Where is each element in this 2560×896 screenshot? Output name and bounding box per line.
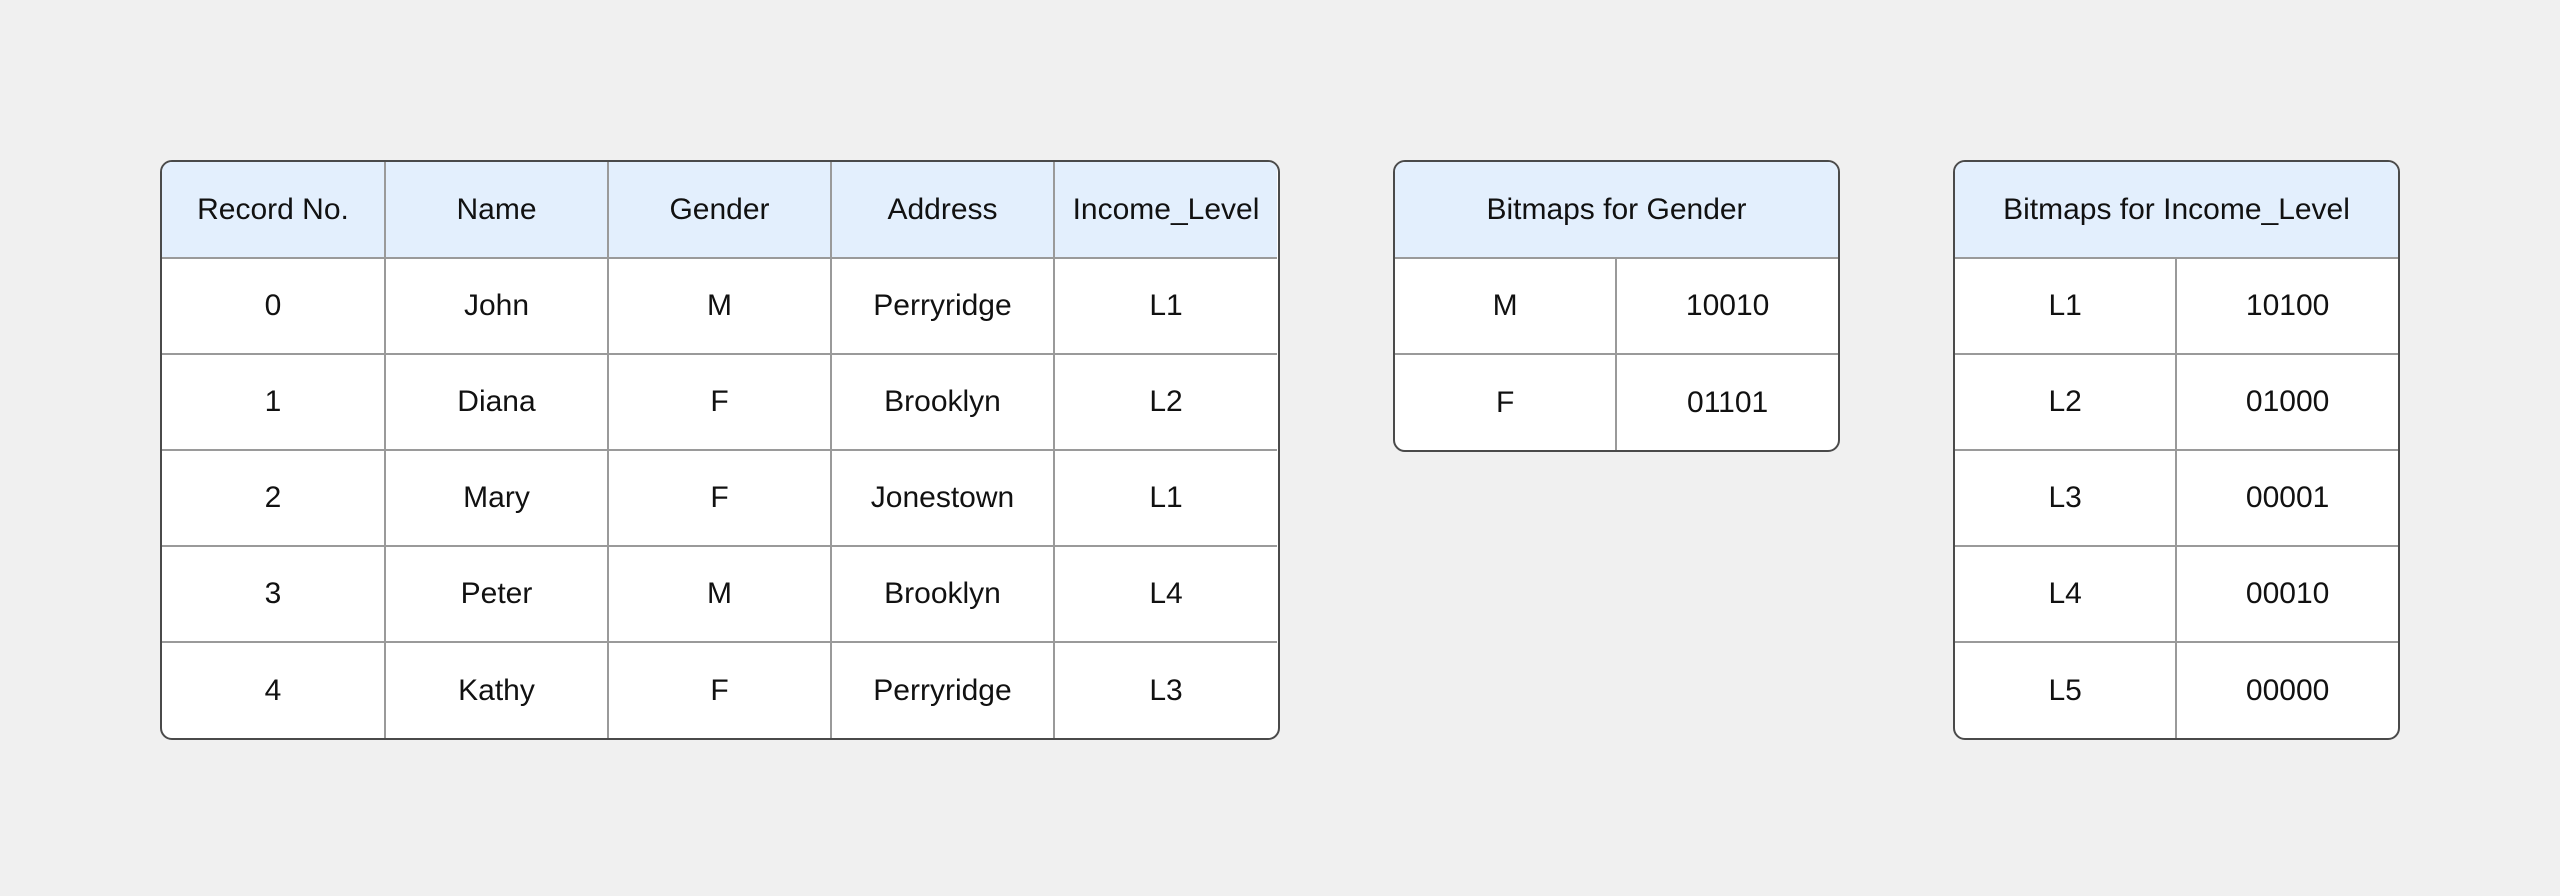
table-row: 2 Mary F Jonestown L1 xyxy=(162,449,1277,547)
table-row: 1 Diana F Brooklyn L2 xyxy=(162,353,1277,451)
header-name: Name xyxy=(384,162,609,259)
header-address: Address xyxy=(830,162,1055,259)
table-cell: L3 xyxy=(1955,449,2178,547)
table-row: L5 00000 xyxy=(1955,641,2398,738)
header-row: Bitmaps for Gender xyxy=(1395,162,1838,259)
table-cell: L5 xyxy=(1955,641,2178,738)
table-row: 4 Kathy F Perryridge L3 xyxy=(162,641,1277,738)
table-cell: Jonestown xyxy=(830,449,1055,547)
table-row: 3 Peter M Brooklyn L4 xyxy=(162,545,1277,643)
income-bitmap-title: Bitmaps for Income_Level xyxy=(1955,162,2398,259)
table-row: L3 00001 xyxy=(1955,449,2398,547)
table-row: F 01101 xyxy=(1395,353,1838,450)
table-cell: L1 xyxy=(1053,449,1277,547)
table-cell: F xyxy=(1395,353,1618,450)
table-cell: L2 xyxy=(1053,353,1277,451)
table-cell: 10100 xyxy=(2175,257,2398,355)
table-cell: L4 xyxy=(1053,545,1277,643)
table-cell: Mary xyxy=(384,449,609,547)
table-cell: L1 xyxy=(1955,257,2178,355)
table-cell: F xyxy=(607,353,832,451)
table-cell: L4 xyxy=(1955,545,2178,643)
table-cell: 1 xyxy=(162,353,386,451)
header-record-no: Record No. xyxy=(162,162,386,259)
table-cell: Peter xyxy=(384,545,609,643)
header-row: Bitmaps for Income_Level xyxy=(1955,162,2398,259)
header-income-level: Income_Level xyxy=(1053,162,1277,259)
table-cell: John xyxy=(384,257,609,355)
table-cell: 10010 xyxy=(1615,257,1838,355)
table-row: 0 John M Perryridge L1 xyxy=(162,257,1277,355)
table-cell: 4 xyxy=(162,641,386,738)
table-cell: 01000 xyxy=(2175,353,2398,451)
table-row: L2 01000 xyxy=(1955,353,2398,451)
table-cell: M xyxy=(1395,257,1618,355)
table-cell: Brooklyn xyxy=(830,353,1055,451)
income-bitmap-table: Bitmaps for Income_Level L1 10100 L2 01000 L… xyxy=(1953,160,2400,740)
table-cell: 0 xyxy=(162,257,386,355)
table-row: L1 10100 xyxy=(1955,257,2398,355)
table-row: L4 00010 xyxy=(1955,545,2398,643)
table-cell: Brooklyn xyxy=(830,545,1055,643)
table-cell: M xyxy=(607,257,832,355)
table-cell: 3 xyxy=(162,545,386,643)
table-cell: M xyxy=(607,545,832,643)
table-cell: Perryridge xyxy=(830,257,1055,355)
header-gender: Gender xyxy=(607,162,832,259)
table-cell: F xyxy=(607,641,832,738)
records-table: Record No. Name Gender Address Income_Le… xyxy=(160,160,1280,740)
table-cell: 00001 xyxy=(2175,449,2398,547)
table-cell: Perryridge xyxy=(830,641,1055,738)
table-cell: F xyxy=(607,449,832,547)
table-cell: Kathy xyxy=(384,641,609,738)
gender-bitmap-table: Bitmaps for Gender M 10010 F 01101 xyxy=(1393,160,1840,452)
table-cell: 01101 xyxy=(1615,353,1838,450)
table-cell: L3 xyxy=(1053,641,1277,738)
table-cell: L2 xyxy=(1955,353,2178,451)
table-cell: 00010 xyxy=(2175,545,2398,643)
table-cell: 2 xyxy=(162,449,386,547)
table-cell: Diana xyxy=(384,353,609,451)
header-row: Record No. Name Gender Address Income_Le… xyxy=(162,162,1277,259)
gender-bitmap-title: Bitmaps for Gender xyxy=(1395,162,1838,259)
table-row: M 10010 xyxy=(1395,257,1838,355)
table-cell: 00000 xyxy=(2175,641,2398,738)
table-cell: L1 xyxy=(1053,257,1277,355)
